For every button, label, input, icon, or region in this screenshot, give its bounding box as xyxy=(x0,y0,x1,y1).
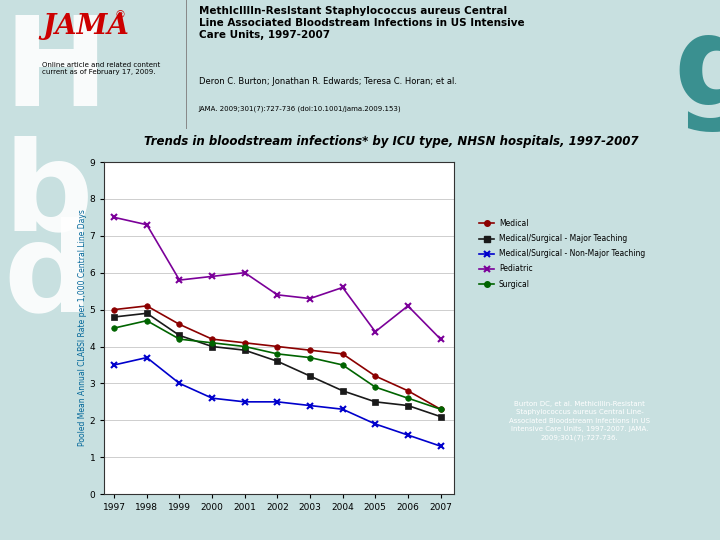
Text: H: H xyxy=(4,11,108,132)
Y-axis label: Pooled Mean Annual CLABSI Rate per 1,000 Central Line Days: Pooled Mean Annual CLABSI Rate per 1,000… xyxy=(78,210,87,447)
Text: ®: ® xyxy=(114,10,125,21)
Text: Burton DC, et al. Methicillin-Resistant
Staphylococcus aureus Central Line-
Asso: Burton DC, et al. Methicillin-Resistant … xyxy=(509,401,650,442)
Text: JAMA. 2009;301(7):727-736 (doi:10.1001/jama.2009.153): JAMA. 2009;301(7):727-736 (doi:10.1001/j… xyxy=(199,105,401,112)
Text: JAMA: JAMA xyxy=(42,13,129,40)
Text: Online article and related content
current as of February 17, 2009.: Online article and related content curre… xyxy=(42,62,161,75)
Text: g: g xyxy=(673,11,720,132)
Text: Trends in bloodstream infections* by ICU type, NHSN hospitals, 1997-2007: Trends in bloodstream infections* by ICU… xyxy=(144,135,639,148)
Text: Deron C. Burton; Jonathan R. Edwards; Teresa C. Horan; et al.: Deron C. Burton; Jonathan R. Edwards; Te… xyxy=(199,77,456,86)
Text: d: d xyxy=(4,216,93,337)
Text: MethIcIllIn-ResIstant Staphylococcus aureus Central
Line Associated Bloodstream : MethIcIllIn-ResIstant Staphylococcus aur… xyxy=(199,6,524,39)
Text: b: b xyxy=(4,135,93,256)
Legend: Medical, Medical/Surgical - Major Teaching, Medical/Surgical - Non-Major Teachin: Medical, Medical/Surgical - Major Teachi… xyxy=(475,215,649,292)
